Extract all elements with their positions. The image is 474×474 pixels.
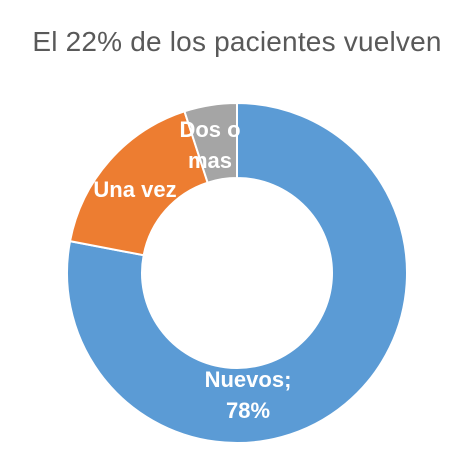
slice-label-dos-line2: mas: [188, 148, 232, 173]
slices-group: [66, 101, 408, 444]
slice-label-una-vez: Una vez: [93, 177, 176, 202]
slice-label-dos-line1: Dos o: [179, 117, 240, 142]
slice-label-nuevos-line2: 78%: [226, 398, 270, 423]
slice-nuevos: [66, 101, 408, 444]
slice-dos-o-mas: [183, 101, 238, 184]
chart-title: El 22% de los pacientes vuelven: [32, 26, 442, 57]
slice-label-nuevos-line1: Nuevos;: [205, 367, 292, 392]
